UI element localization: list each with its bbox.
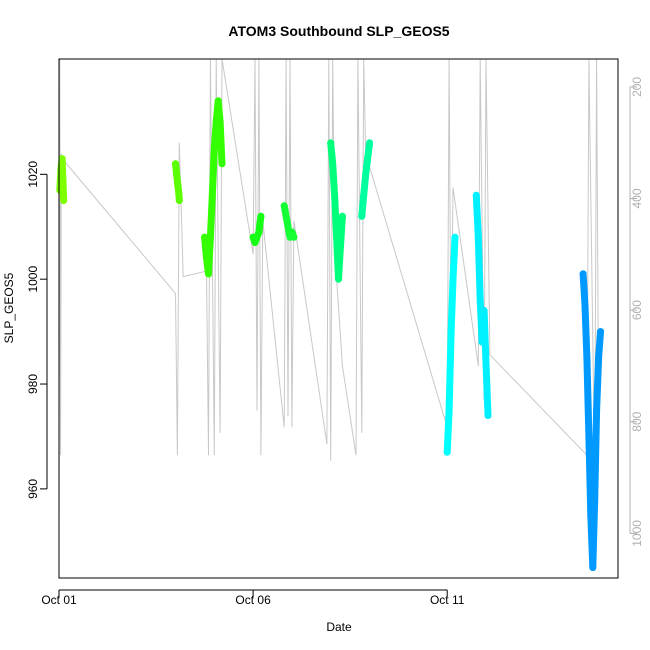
series-10 xyxy=(579,270,604,571)
series-1-point xyxy=(58,155,66,163)
series-9-point xyxy=(472,191,480,199)
series-5-point xyxy=(282,212,290,220)
series-9-point xyxy=(482,359,490,367)
series-4-point xyxy=(255,228,263,236)
series-4 xyxy=(249,212,265,246)
x-tick-label: Oct 06 xyxy=(235,593,271,607)
series-5-point xyxy=(290,233,298,241)
series-1-point xyxy=(57,165,65,173)
series-7-point xyxy=(360,191,368,199)
series-2-point xyxy=(174,181,182,189)
series-1 xyxy=(56,155,68,204)
series-6-point xyxy=(336,244,344,252)
series-5 xyxy=(280,202,298,241)
series-10-point xyxy=(581,301,589,309)
y-tick-label: 1020 xyxy=(26,161,40,188)
y-tick-label: 1000 xyxy=(26,266,40,293)
series-2-point xyxy=(173,170,181,178)
series-10-point xyxy=(589,564,597,571)
y2-tick-label: 400 xyxy=(630,188,644,208)
y2-tick-label: 200 xyxy=(630,77,644,97)
altitude-trace-layer xyxy=(58,58,600,537)
series-10-point xyxy=(587,511,595,519)
series-9-point xyxy=(474,233,482,241)
series-8-point xyxy=(443,448,451,456)
x-tick-label: Oct 11 xyxy=(430,593,465,607)
series-10-point xyxy=(583,354,591,362)
series-8-point xyxy=(447,328,455,336)
series-3-point xyxy=(210,144,218,152)
y2-tick-label: 600 xyxy=(630,300,644,320)
plot-frame xyxy=(58,58,619,579)
x-tick-label: Oct 01 xyxy=(41,593,77,607)
y2-tick-label: 1000 xyxy=(630,520,644,547)
series-3-point xyxy=(216,118,224,126)
series-3 xyxy=(201,97,226,278)
series-7-point xyxy=(366,139,374,147)
series-9-point xyxy=(480,307,488,315)
x-axis-label: Date xyxy=(326,620,352,634)
series-1-point xyxy=(59,176,67,184)
y-axis-label: SLP_GEOS5 xyxy=(2,272,16,343)
series-2-point xyxy=(175,197,183,204)
series-6-point xyxy=(335,275,342,283)
series-3-point xyxy=(203,254,210,262)
y-tick-label: 980 xyxy=(26,374,40,394)
chart-title: ATOM3 Southbound SLP_GEOS5 xyxy=(228,23,449,39)
series-5-point xyxy=(280,202,288,210)
series-9 xyxy=(472,191,492,419)
series-1-point xyxy=(60,197,68,204)
series-10-point xyxy=(585,433,593,440)
series-8-point xyxy=(445,406,453,414)
series-10-line xyxy=(579,270,604,571)
series-3-point xyxy=(205,270,212,278)
series-9-point xyxy=(478,338,486,346)
series-6-point xyxy=(333,233,341,241)
series-2-point xyxy=(172,160,179,168)
series-6-point xyxy=(329,160,337,168)
series-10-point xyxy=(593,406,601,414)
series-7 xyxy=(358,139,374,220)
series-3-point xyxy=(218,160,226,168)
series-layer xyxy=(56,97,604,571)
series-6-point xyxy=(331,191,339,199)
series-8 xyxy=(443,233,459,456)
y2-tick-label: 800 xyxy=(630,411,644,431)
series-10-point xyxy=(595,354,603,362)
y-tick-label: 960 xyxy=(26,479,40,499)
series-10-point xyxy=(597,328,604,336)
series-10-point xyxy=(579,270,587,278)
series-3-point xyxy=(208,191,216,199)
series-7-point xyxy=(364,155,372,163)
series-6-point xyxy=(338,212,346,220)
series-1-point xyxy=(56,186,64,194)
series-6-point xyxy=(327,139,335,147)
series-4-point xyxy=(257,212,265,220)
altitude-trace-line xyxy=(58,58,600,537)
series-9-point xyxy=(484,412,492,419)
series-3-line xyxy=(201,97,226,278)
series-3-point xyxy=(214,97,222,105)
series-7-point xyxy=(362,170,370,178)
series-8-point xyxy=(451,233,459,241)
axes-layer: 960 980 1000 1020 Oct 01 Oct 06 Oct 11 200 400 60… xyxy=(26,58,644,607)
series-7-point xyxy=(358,212,366,220)
series-2-point xyxy=(175,191,183,199)
series-10-point xyxy=(591,495,599,503)
series-9-point xyxy=(476,296,484,304)
series-6 xyxy=(327,139,346,283)
series-5-point xyxy=(284,223,292,231)
series-2 xyxy=(172,160,183,204)
series-3-point xyxy=(206,233,214,241)
series-4-point xyxy=(251,239,259,246)
series-8-point xyxy=(449,275,457,283)
series-3-point xyxy=(201,233,209,241)
